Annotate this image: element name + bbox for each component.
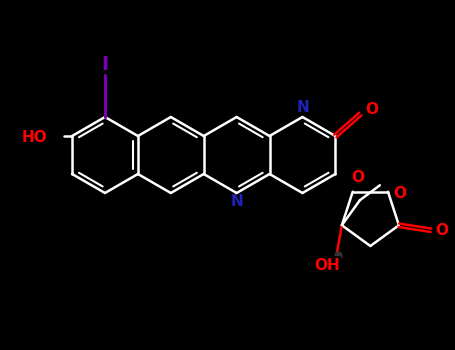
Text: O: O (351, 170, 364, 185)
Text: HO: HO (21, 130, 47, 145)
Text: I: I (101, 56, 109, 75)
Text: O: O (365, 102, 378, 117)
Text: N: N (297, 100, 310, 116)
Text: O: O (435, 223, 448, 238)
Text: N: N (230, 195, 243, 210)
Text: OH: OH (314, 258, 340, 273)
Text: O: O (394, 186, 406, 201)
